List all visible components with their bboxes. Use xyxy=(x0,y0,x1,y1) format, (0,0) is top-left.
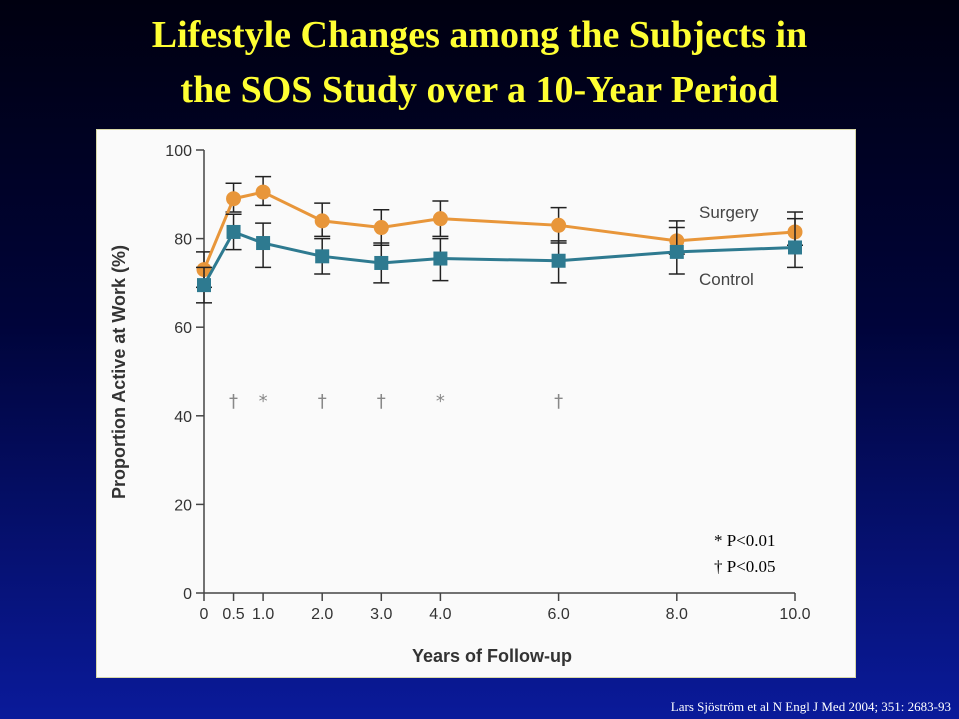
x-tick-label: 8.0 xyxy=(666,606,688,623)
y-tick-label: 0 xyxy=(183,586,192,603)
surgery-point xyxy=(226,191,242,207)
y-tick-label: 20 xyxy=(174,497,192,514)
axes xyxy=(203,150,795,594)
x-tick-label: 0.5 xyxy=(222,606,244,623)
x-tick-label: 0 xyxy=(200,606,209,623)
significance-marker: * xyxy=(259,391,268,412)
significance-marker: † xyxy=(229,391,238,412)
surgery-point xyxy=(314,213,330,229)
significance-markers: † * † † * † xyxy=(229,391,563,412)
surgery-point xyxy=(432,211,448,227)
significance-marker: † xyxy=(377,391,386,412)
x-tick-label: 4.0 xyxy=(429,606,451,623)
chart-panel: 0 20 40 60 80 100 0 0.5 1.0 2.0 3.0 4.0 6.0 8.0 10.0 †… xyxy=(96,129,856,678)
control-point xyxy=(669,244,684,259)
x-tick-label: 1.0 xyxy=(252,606,274,623)
control-point xyxy=(374,255,389,270)
significance-marker: * xyxy=(436,391,445,412)
slide-title: Lifestyle Changes among the Subjects in … xyxy=(0,8,959,118)
y-tick-label: 60 xyxy=(174,320,192,337)
x-axis-title: Years of Follow-up xyxy=(412,646,572,666)
y-tick-label: 80 xyxy=(174,232,192,249)
control-point xyxy=(197,278,211,293)
legend-note-p001: * P<0.01 xyxy=(714,531,776,550)
x-tick-label: 6.0 xyxy=(547,606,569,623)
surgery-point xyxy=(255,184,271,200)
control-point xyxy=(788,240,802,255)
control-point xyxy=(226,224,241,239)
y-tick-label: 40 xyxy=(174,409,192,426)
x-tick-label: 2.0 xyxy=(311,606,333,623)
y-axis-title: Proportion Active at Work (%) xyxy=(109,245,129,499)
surgery-point xyxy=(373,220,389,236)
control-error-bar xyxy=(787,211,803,269)
x-tick-label: 3.0 xyxy=(370,606,392,623)
series-label-surgery: Surgery xyxy=(699,203,759,222)
significance-marker: † xyxy=(554,391,563,412)
y-tick-label: 100 xyxy=(165,143,192,160)
control-point xyxy=(433,251,448,266)
line-chart: 0 20 40 60 80 100 0 0.5 1.0 2.0 3.0 4.0 6.0 8.0 10.0 †… xyxy=(109,143,811,666)
x-tick-label: 10.0 xyxy=(779,606,810,623)
legend-note-p005: † P<0.05 xyxy=(714,557,776,576)
series xyxy=(196,175,803,304)
significance-marker: † xyxy=(318,391,327,412)
control-point xyxy=(315,249,330,264)
title-line-1: Lifestyle Changes among the Subjects in xyxy=(151,14,808,56)
ticks: 0 20 40 60 80 100 0 0.5 1.0 2.0 3.0 4.0 6.0 8.0 10.0 xyxy=(165,143,810,623)
surgery-point xyxy=(551,217,567,233)
control-point xyxy=(256,236,271,251)
series-label-control: Control xyxy=(699,270,754,289)
citation: Lars Sjöström et al N Engl J Med 2004; 3… xyxy=(670,699,951,714)
control-point xyxy=(551,253,566,268)
title-line-2: the SOS Study over a 10-Year Period xyxy=(180,69,779,111)
